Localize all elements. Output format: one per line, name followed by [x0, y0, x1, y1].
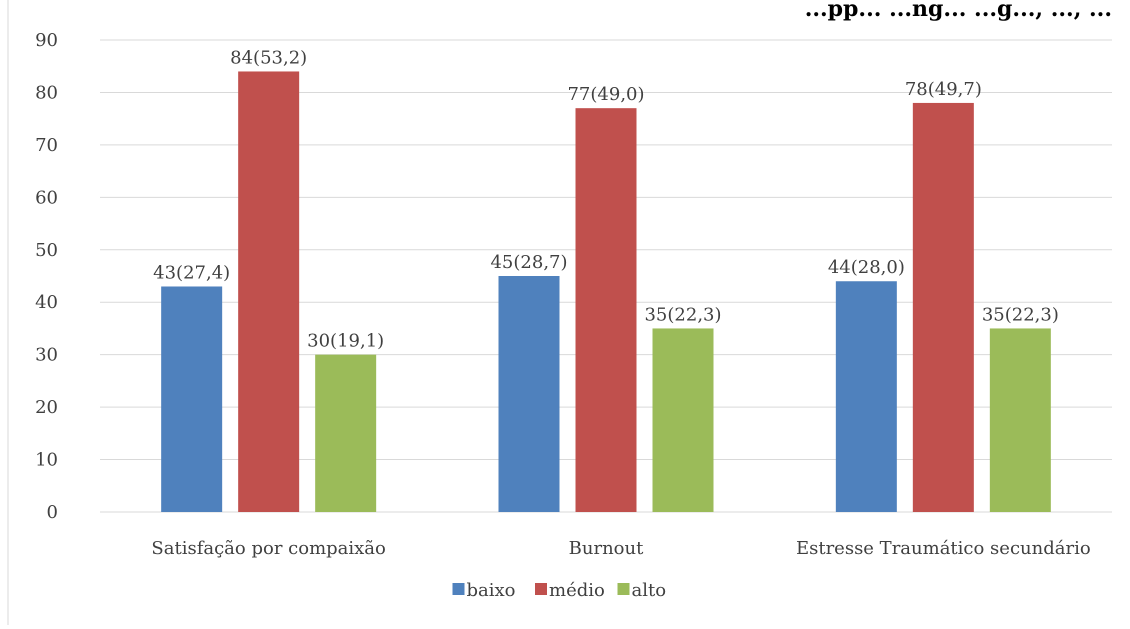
data-label: 35(22,3) [644, 304, 721, 325]
bar-alto [315, 354, 377, 512]
data-label: 77(49,0) [567, 84, 644, 105]
y-tick-label: 60 [35, 187, 58, 208]
bar-alto [989, 328, 1051, 512]
legend-swatch-alto [617, 583, 630, 595]
x-category-label: Burnout [569, 538, 644, 559]
bar-médio [575, 108, 637, 512]
bar-médio [238, 71, 300, 512]
bar-baixo [161, 286, 223, 512]
y-tick-label: 30 [35, 345, 58, 366]
data-label: 45(28,7) [490, 252, 567, 273]
data-label: 44(28,0) [828, 257, 905, 278]
data-label: 78(49,7) [905, 79, 982, 100]
legend-label: baixo [467, 580, 516, 601]
y-tick-label: 70 [35, 135, 58, 156]
bar-baixo [835, 281, 897, 512]
data-label: 35(22,3) [982, 304, 1059, 325]
y-tick-label: 0 [47, 502, 58, 523]
legend-label: médio [549, 580, 605, 601]
y-tick-label: 40 [35, 292, 58, 313]
bar-médio [912, 102, 974, 512]
x-category-label: Satisfação por compaixão [151, 538, 385, 559]
legend-swatch-médio [535, 583, 547, 595]
y-tick-label: 50 [35, 240, 58, 261]
data-label: 30(19,1) [307, 331, 384, 352]
bar-baixo [498, 276, 560, 512]
bar-alto [652, 328, 714, 512]
y-tick-label: 90 [35, 30, 58, 51]
legend-label: alto [632, 580, 667, 601]
legend-swatch-baixo [452, 583, 465, 595]
x-category-label: Estresse Traumático secundário [796, 538, 1091, 559]
chart-title: ...pp... ...ng... ...g..., ..., ... [805, 0, 1112, 22]
y-tick-label: 80 [35, 82, 58, 103]
data-label: 43(27,4) [153, 262, 230, 283]
y-tick-label: 10 [35, 450, 58, 471]
y-tick-label: 20 [35, 397, 58, 418]
data-label: 84(53,2) [230, 47, 307, 68]
